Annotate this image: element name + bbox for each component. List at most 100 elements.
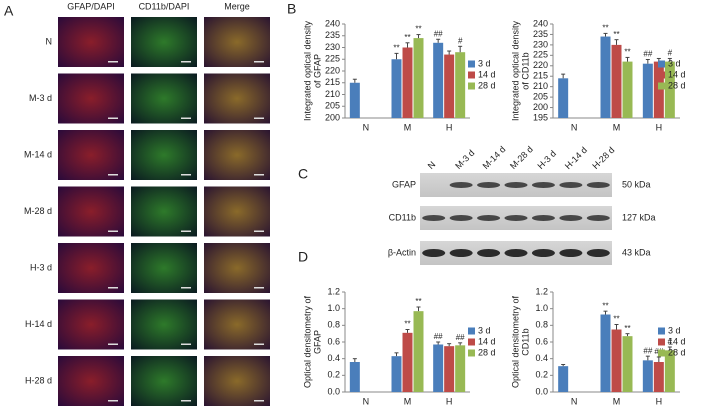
significance: ## — [643, 346, 652, 355]
bar — [444, 54, 455, 118]
significance: # — [668, 337, 673, 346]
y-tick-label: 235 — [533, 29, 548, 39]
scale-bar — [254, 117, 264, 119]
size-label: 127 kDa — [622, 212, 656, 222]
y-tick-label: 230 — [533, 39, 548, 49]
x-tick-label: H — [656, 396, 663, 406]
lane-label: N — [426, 159, 438, 171]
bar — [413, 38, 424, 118]
significance: ** — [393, 43, 399, 52]
scale-bar — [254, 61, 264, 63]
micrograph — [204, 356, 270, 406]
y-tick-label: 0.4 — [327, 353, 340, 363]
micrograph — [58, 356, 124, 406]
row-label: M-28 d — [24, 206, 52, 216]
legend-label: 14 d — [478, 336, 496, 346]
blot-band — [477, 215, 501, 221]
scale-bar — [108, 174, 118, 176]
micrograph — [131, 130, 197, 180]
column-header: Merge — [224, 1, 250, 11]
blot-band — [449, 215, 473, 221]
micrograph — [58, 17, 124, 67]
bar — [391, 59, 402, 118]
blot-band — [504, 215, 528, 221]
significance: ** — [415, 25, 421, 34]
bar — [664, 61, 675, 118]
y-axis-label: Integrated optical density — [510, 20, 520, 121]
y-axis-label: Optical densitometry of — [510, 295, 520, 388]
micrograph — [131, 356, 197, 406]
significance: # — [458, 36, 463, 45]
column-header: CD11b/DAPI — [139, 1, 190, 11]
scale-bar — [181, 174, 191, 176]
bar — [642, 360, 653, 392]
y-tick-label: 240 — [325, 18, 340, 28]
bar — [611, 329, 622, 392]
size-label: 50 kDa — [622, 179, 651, 189]
x-tick-label: M — [404, 396, 412, 406]
scale-bar — [254, 400, 264, 402]
blot-band — [586, 182, 610, 188]
micrograph — [131, 299, 197, 350]
protein-label: β-Actin — [388, 247, 416, 257]
y-tick-label: 205 — [533, 91, 548, 101]
y-tick-label: 0.0 — [535, 386, 548, 396]
legend-swatch — [468, 349, 475, 357]
y-axis-label: Optical densitometry of — [302, 295, 312, 388]
y-tick-label: 0.8 — [535, 320, 548, 330]
micrograph — [204, 73, 270, 124]
protein-label: CD11b — [389, 212, 416, 222]
micrograph — [131, 17, 197, 67]
panel-label: A — [4, 3, 14, 19]
legend-swatch — [658, 82, 665, 90]
bar — [664, 350, 675, 392]
scale-bar — [254, 174, 264, 176]
bar — [402, 47, 413, 118]
y-tick-label: 225 — [533, 50, 548, 60]
legend-swatch — [468, 82, 475, 90]
scale-bar — [181, 61, 191, 63]
scale-bar — [108, 117, 118, 119]
y-tick-label: 0.0 — [327, 386, 340, 396]
micrograph — [204, 299, 270, 350]
legend-swatch — [468, 327, 475, 335]
y-axis-label: GFAP — [312, 330, 322, 354]
x-tick-label: H — [446, 396, 453, 406]
legend-swatch — [468, 71, 475, 79]
blot-band — [586, 215, 610, 221]
lane-label: H-28 d — [590, 145, 616, 171]
y-axis-label: CD11b — [520, 328, 530, 355]
y-axis-label: of GFAP — [312, 54, 322, 88]
micrograph — [58, 73, 124, 124]
x-tick-label: M — [613, 396, 621, 406]
bar — [653, 362, 664, 392]
bar — [433, 344, 444, 392]
bar — [391, 356, 402, 392]
bar — [455, 52, 466, 119]
y-tick-label: 200 — [325, 112, 340, 122]
significance: ## — [456, 333, 465, 342]
bar — [622, 61, 633, 118]
micrograph — [58, 186, 124, 237]
bar — [349, 82, 360, 118]
y-tick-label: 225 — [325, 54, 340, 64]
bar — [433, 42, 444, 118]
size-label: 43 kDa — [622, 247, 651, 257]
y-tick-label: 200 — [533, 102, 548, 112]
bar — [600, 36, 611, 118]
blot-band — [477, 182, 501, 188]
significance: ** — [602, 301, 608, 310]
lane-label: M-3 d — [453, 148, 476, 171]
micrograph — [131, 73, 197, 124]
legend-swatch — [658, 338, 665, 346]
bar — [611, 44, 622, 119]
scale-bar — [108, 230, 118, 232]
row-label: N — [46, 36, 53, 46]
y-tick-label: 0.2 — [535, 370, 548, 380]
bar — [653, 61, 664, 118]
legend-label: 14 d — [668, 69, 686, 79]
significance: # — [668, 49, 673, 58]
scale-bar — [108, 400, 118, 402]
bar — [402, 332, 413, 392]
